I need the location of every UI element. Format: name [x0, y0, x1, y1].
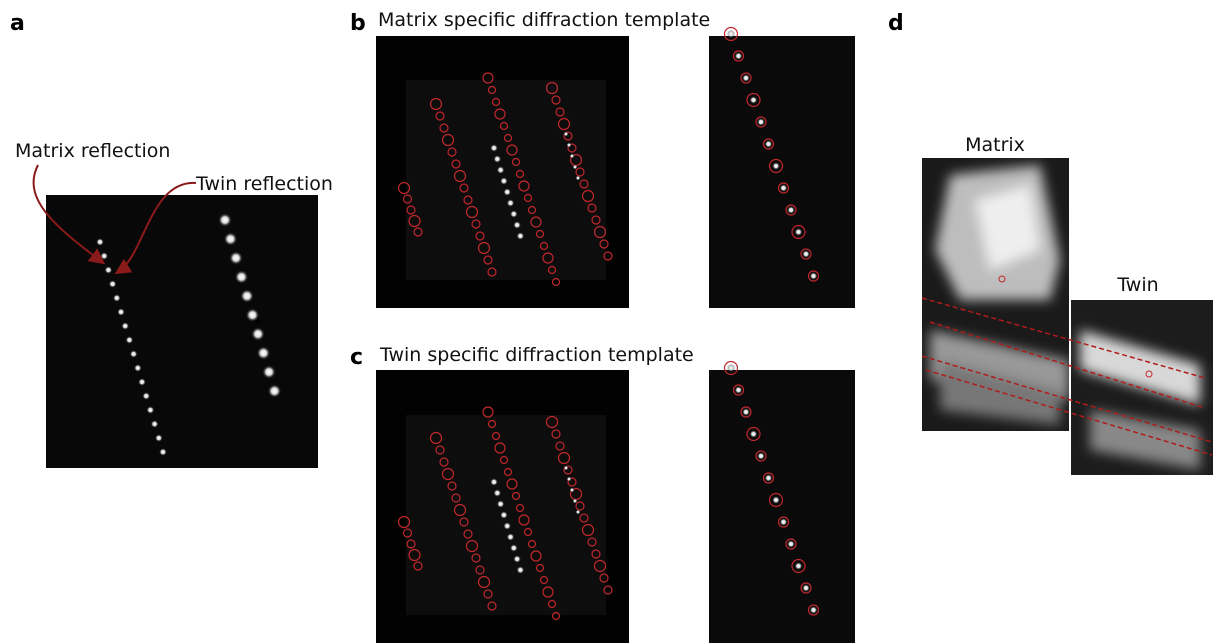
spot: [795, 228, 803, 236]
spot: [727, 364, 735, 372]
diffraction-zoom: [709, 36, 855, 308]
spot: [117, 308, 125, 316]
spot: [490, 478, 498, 486]
diffraction-zoom: [709, 370, 855, 643]
spot: [493, 489, 501, 497]
spot: [787, 540, 795, 548]
spot: [510, 210, 518, 218]
spot: [497, 166, 505, 174]
spot: [235, 270, 249, 284]
spot: [576, 176, 581, 181]
image-label: Matrix: [965, 134, 1025, 156]
spot: [142, 392, 150, 400]
spot: [507, 199, 515, 207]
spot: [742, 408, 750, 416]
spot: [507, 533, 515, 541]
spot: [155, 434, 163, 442]
spot: [240, 289, 254, 303]
spot: [510, 544, 518, 552]
spot: [750, 96, 758, 104]
spot: [567, 477, 572, 482]
panel-title: Twin specific diffraction template: [379, 344, 694, 366]
spot: [268, 384, 282, 398]
spot: [513, 221, 521, 229]
spot: [765, 140, 773, 148]
spot: [100, 252, 108, 260]
panel-label: a: [10, 11, 25, 36]
spot: [130, 350, 138, 358]
spot: [787, 206, 795, 214]
twin-map: [1071, 300, 1213, 475]
spot: [503, 188, 511, 196]
spot: [516, 232, 524, 240]
spot: [490, 144, 498, 152]
spot: [735, 52, 743, 60]
spot: [493, 155, 501, 163]
spot: [134, 364, 142, 372]
spot: [497, 500, 505, 508]
panel-label: c: [350, 345, 363, 370]
image-label: Twin: [1116, 274, 1158, 296]
spot: [802, 250, 810, 258]
spot: [567, 143, 572, 148]
spot: [224, 232, 238, 246]
spot: [757, 452, 765, 460]
spot: [104, 266, 112, 274]
spot: [573, 499, 578, 504]
spot: [810, 606, 818, 614]
spot: [802, 584, 810, 592]
spot: [500, 511, 508, 519]
spot: [151, 420, 159, 428]
spot: [564, 466, 569, 471]
spot: [750, 430, 758, 438]
figure: a Matrix reflection Twin reflection b Ma…: [0, 0, 1214, 643]
spot: [573, 165, 578, 170]
panel-title: Matrix specific diffraction template: [378, 9, 710, 31]
spot: [516, 566, 524, 574]
spot: [757, 118, 765, 126]
spot: [780, 518, 788, 526]
spot: [257, 346, 271, 360]
spot: [109, 280, 117, 288]
spot: [570, 488, 575, 493]
spot: [742, 74, 750, 82]
spot: [121, 322, 129, 330]
spot: [159, 448, 167, 456]
spot: [125, 336, 133, 344]
spot: [229, 251, 243, 265]
annotation: Twin reflection: [195, 173, 333, 195]
spot: [138, 378, 146, 386]
annotation: Matrix reflection: [15, 140, 170, 162]
spot: [772, 496, 780, 504]
spot: [113, 294, 121, 302]
spot: [780, 184, 788, 192]
spot: [576, 510, 581, 515]
spot: [262, 365, 276, 379]
spot: [503, 522, 511, 530]
spot: [251, 327, 265, 341]
panel-label: b: [350, 11, 366, 36]
spot: [727, 30, 735, 38]
spot: [570, 154, 575, 159]
spot: [564, 132, 569, 137]
diffraction-image: [46, 195, 318, 468]
spot: [146, 406, 154, 414]
spot: [772, 162, 780, 170]
spot: [795, 562, 803, 570]
spot: [810, 272, 818, 280]
panel-label: d: [888, 11, 904, 36]
spot: [96, 238, 104, 246]
spot: [735, 386, 743, 394]
spot: [513, 555, 521, 563]
spot: [500, 177, 508, 185]
spot: [218, 213, 232, 227]
spot: [765, 474, 773, 482]
